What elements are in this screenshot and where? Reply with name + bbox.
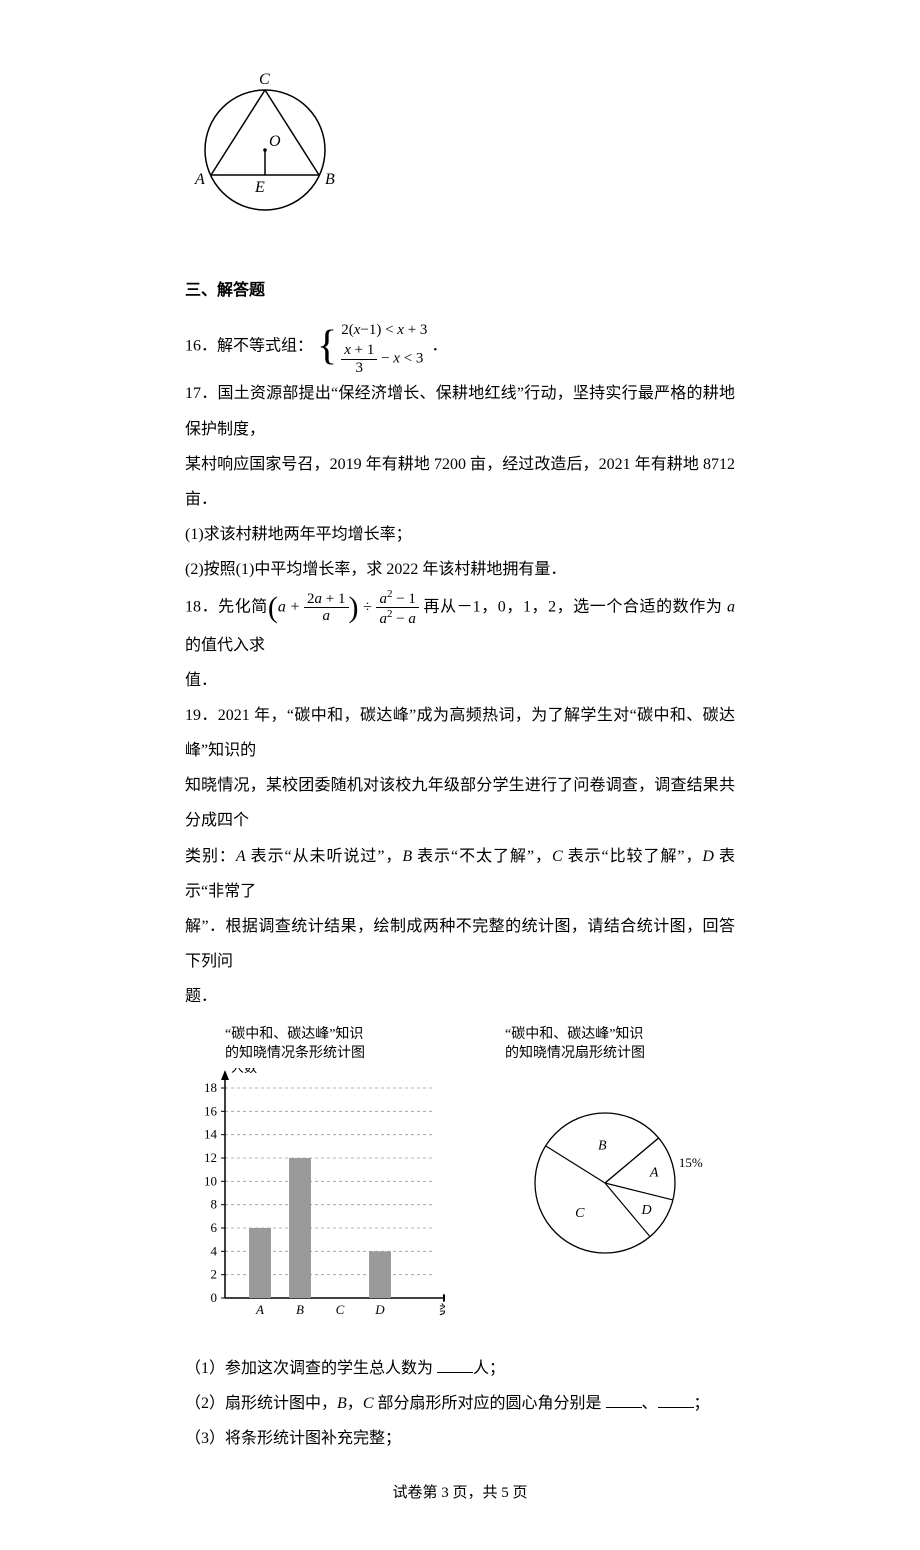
svg-text:类别: 类别 <box>439 1302 445 1317</box>
svg-text:C: C <box>575 1206 585 1221</box>
geom-label-B: B <box>325 171 335 188</box>
svg-text:4: 4 <box>211 1243 218 1258</box>
svg-text:人数: 人数 <box>231 1068 257 1075</box>
svg-text:0: 0 <box>211 1290 218 1305</box>
pie-title-2: 的知晓情况扇形统计图 <box>505 1046 645 1061</box>
q19-l4: 解”．根据调查统计结果，绘制成两种不完整的统计图，请结合统计图，回答下列问 <box>185 909 735 979</box>
page-footer: 试卷第 3 页，共 5 页 <box>185 1477 735 1510</box>
geom-label-O: O <box>269 133 281 150</box>
svg-text:B: B <box>296 1302 304 1317</box>
svg-text:C: C <box>336 1302 345 1317</box>
q16-prefix: 16．解不等式组： <box>185 338 313 355</box>
svg-text:12: 12 <box>204 1150 217 1165</box>
svg-text:16: 16 <box>204 1103 218 1118</box>
q17-l2: 某村响应国家号召，2019 年有耕地 7200 亩，经过改造后，2021 年有耕… <box>185 447 735 517</box>
q17-l1: 17．国土资源部提出“保经济增长、保耕地红线”行动，坚持实行最严格的耕地保护制度… <box>185 376 735 446</box>
q18: 18．先化简(a + 2a + 1 a ) ÷ a2 − 1 a2 − a 再从… <box>185 588 735 663</box>
q19-l5: 题． <box>185 979 735 1014</box>
q19-l1: 19．2021 年，“碳中和，碳达峰”成为高频热词，为了解学生对“碳中和、碳达峰… <box>185 698 735 768</box>
q19-l3: 类别：A 表示“从未听说过”，B 表示“不太了解”，C 表示“比较了解”，D 表… <box>185 839 735 909</box>
geom-label-C: C <box>259 71 270 88</box>
svg-text:8: 8 <box>211 1196 218 1211</box>
svg-text:A: A <box>255 1302 264 1317</box>
geometry-figure: O C A B E <box>185 60 735 233</box>
q16-suffix: ． <box>431 338 447 355</box>
blank-field <box>606 1391 642 1408</box>
svg-text:A: A <box>649 1165 659 1180</box>
svg-text:15%: 15% <box>679 1155 703 1170</box>
pie-chart: A 15% D C B <box>505 1068 705 1278</box>
bar-chart: 0 2 4 6 8 10 12 14 16 18 人数类别 A B C D <box>185 1068 445 1328</box>
geom-label-A: A <box>194 171 205 188</box>
q17-p1: (1)求该村耕地两年平均增长率； <box>185 517 735 552</box>
bar-chart-block: “碳中和、碳达峰”知识 的知晓情况条形统计图 0 2 4 6 8 10 12 14 16 18 人数… <box>185 1025 445 1341</box>
q19-p2: （2）扇形统计图中，B，C 部分扇形所对应的圆心角分别是 、； <box>185 1386 735 1421</box>
q18-l2: 值． <box>185 663 735 698</box>
svg-text:14: 14 <box>204 1126 218 1141</box>
svg-text:D: D <box>640 1203 651 1218</box>
blank-field <box>437 1356 473 1373</box>
q19-l2: 知晓情况，某校团委随机对该校九年级部分学生进行了问卷调查，调查结果共分成四个 <box>185 768 735 838</box>
bar-title-2: 的知晓情况条形统计图 <box>225 1046 365 1061</box>
blank-field <box>658 1391 694 1408</box>
section-title: 三、解答题 <box>185 273 735 308</box>
pie-chart-block: “碳中和、碳达峰”知识 的知晓情况扇形统计图 A 15% D C B <box>505 1025 705 1291</box>
geom-label-E: E <box>254 179 265 196</box>
q17-p2: (2)按照(1)中平均增长率，求 2022 年该村耕地拥有量． <box>185 552 735 587</box>
svg-text:18: 18 <box>204 1080 217 1095</box>
q19-p1: （1）参加这次调查的学生总人数为 人； <box>185 1351 735 1386</box>
q16-system: { 2(x−1) < x + 3 x + 1 3 − x < 3 <box>317 318 427 376</box>
svg-text:B: B <box>598 1138 607 1153</box>
svg-text:D: D <box>374 1302 385 1317</box>
q16: 16．解不等式组： { 2(x−1) < x + 3 x + 1 3 − x <… <box>185 318 735 376</box>
bar-title-1: “碳中和、碳达峰”知识 <box>225 1027 363 1042</box>
svg-text:2: 2 <box>211 1266 218 1281</box>
charts-row: “碳中和、碳达峰”知识 的知晓情况条形统计图 0 2 4 6 8 10 12 14 16 18 人数… <box>185 1025 735 1341</box>
svg-text:10: 10 <box>204 1173 217 1188</box>
pie-title-1: “碳中和、碳达峰”知识 <box>505 1027 643 1042</box>
svg-text:6: 6 <box>211 1220 218 1235</box>
q19-p3: （3）将条形统计图补充完整； <box>185 1421 735 1456</box>
